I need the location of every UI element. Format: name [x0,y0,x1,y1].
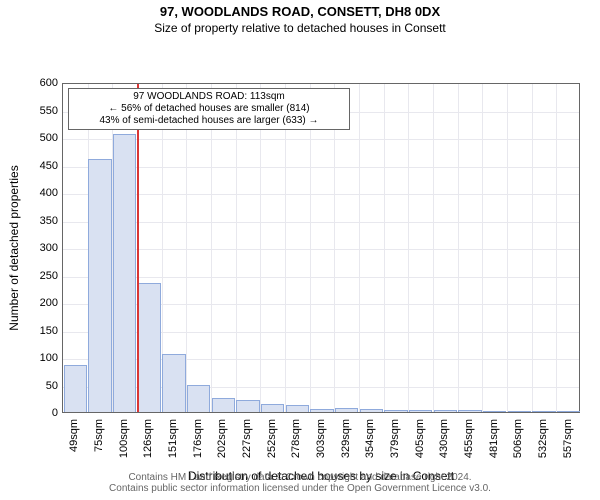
y-tick-label: 400 [28,187,58,199]
x-tick-label: 227sqm [241,419,253,458]
histogram-bar [384,410,407,412]
x-tick-label: 202sqm [216,419,228,458]
annotation-line: 43% of semi-detached houses are larger (… [73,115,345,127]
footer: Contains HM Land Registry data © Crown c… [0,472,600,494]
x-tick-label: 151sqm [167,419,179,458]
x-tick-label: 329sqm [340,419,352,458]
y-tick-label: 450 [28,160,58,172]
histogram-bar [286,405,309,412]
x-tick-label: 481sqm [488,419,500,458]
footer-line: Contains HM Land Registry data © Crown c… [0,472,600,483]
x-tick-label: 100sqm [118,419,130,458]
x-tick-label: 532sqm [537,419,549,458]
x-tick-label: 252sqm [266,419,278,458]
histogram-bar [64,365,87,412]
y-tick-label: 50 [28,380,58,392]
x-tick-label: 405sqm [414,419,426,458]
property-marker-line [137,84,139,412]
x-tick-label: 176sqm [192,419,204,458]
chart-subtitle: Size of property relative to detached ho… [0,19,600,35]
histogram-bar [458,410,481,412]
y-tick-label: 150 [28,325,58,337]
histogram-bar [212,398,235,412]
histogram-bar [113,134,136,412]
histogram-bar [162,354,185,412]
y-tick-label: 300 [28,242,58,254]
histogram-bar [261,404,284,412]
y-tick-label: 500 [28,132,58,144]
y-tick-label: 0 [28,407,58,419]
annotation-line: 97 WOODLANDS ROAD: 113sqm [73,91,345,103]
histogram-bar [335,408,358,412]
x-tick-label: 49sqm [68,419,80,452]
footer-line: Contains public sector information licen… [0,483,600,494]
histogram-bar [557,411,580,412]
histogram-bar [187,385,210,413]
histogram-bar [434,410,457,412]
histogram-bar [508,411,531,412]
histogram-bar [360,409,383,412]
y-tick-label: 550 [28,105,58,117]
x-tick-label: 75sqm [93,419,105,452]
x-tick-label: 126sqm [142,419,154,458]
histogram-bar [409,410,432,412]
x-tick-label: 455sqm [463,419,475,458]
histogram-bar [236,400,259,412]
y-tick-label: 250 [28,270,58,282]
plot-area [62,83,580,413]
histogram-bar [138,283,161,412]
y-tick-label: 350 [28,215,58,227]
x-tick-label: 303sqm [315,419,327,458]
x-tick-label: 557sqm [562,419,574,458]
annotation-line: ← 56% of detached houses are smaller (81… [73,103,345,115]
y-tick-label: 200 [28,297,58,309]
x-tick-label: 278sqm [290,419,302,458]
x-tick-label: 506sqm [512,419,524,458]
x-tick-label: 430sqm [438,419,450,458]
x-tick-label: 379sqm [389,419,401,458]
chart-title: 97, WOODLANDS ROAD, CONSETT, DH8 0DX [0,0,600,19]
histogram-bar [310,409,333,412]
y-tick-label: 600 [28,77,58,89]
annotation-box: 97 WOODLANDS ROAD: 113sqm ← 56% of detac… [68,88,350,130]
histogram-bar [483,411,506,412]
histogram-bar [88,159,111,412]
y-axis-label: Number of detached properties [7,165,21,330]
histogram-bar [532,411,555,412]
y-tick-label: 100 [28,352,58,364]
x-tick-label: 354sqm [364,419,376,458]
